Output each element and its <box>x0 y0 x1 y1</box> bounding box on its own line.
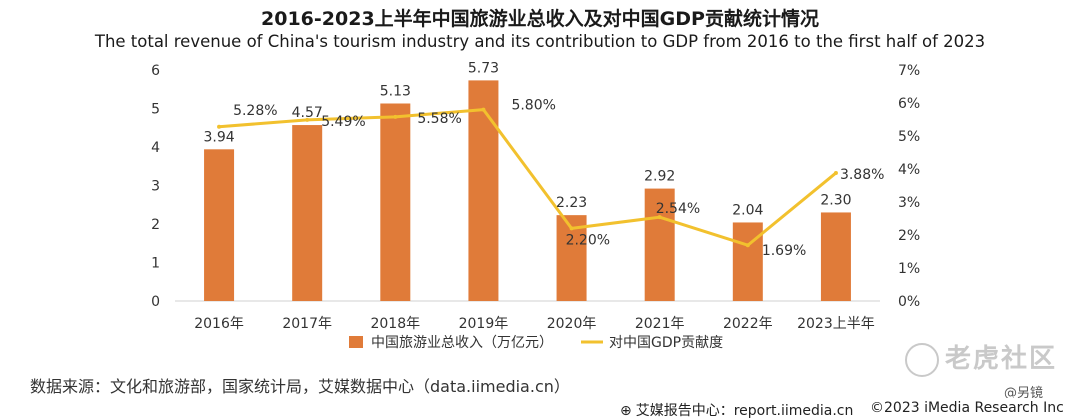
legend-bar-swatch <box>349 336 363 348</box>
y-left-tick-label: 5 <box>151 102 160 118</box>
x-tick-label: 2020年 <box>547 316 597 332</box>
watermark-text: 老虎社区 <box>945 344 1058 374</box>
bar-value-label: 3.94 <box>203 129 234 145</box>
bar-value-label: 2.30 <box>820 192 851 208</box>
combo-chart: 0 1 2 3 4 5 6 0% 1% 2% 3% 4% 5% 6% 7% 3.94 4.57 5.13 5.73 2… <box>151 60 920 351</box>
bar <box>204 149 235 301</box>
line-value-label: 5.28% <box>233 103 277 119</box>
legend-line-label: 对中国GDP贡献度 <box>609 335 723 351</box>
y-right-tick-label: 4% <box>898 162 920 178</box>
bar <box>380 103 411 302</box>
legend-bar-label: 中国旅游业总收入（万亿元） <box>371 335 553 351</box>
bar-value-label: 5.73 <box>468 60 499 76</box>
y-right-tick-label: 7% <box>898 63 920 79</box>
bar-value-label: 2.23 <box>556 195 587 211</box>
y-left-tick-label: 3 <box>151 179 160 195</box>
line-value-label: 2.20% <box>566 232 610 248</box>
x-tick-label: 2016年 <box>194 316 244 332</box>
y-right-tick-label: 3% <box>898 195 920 211</box>
bar-value-label: 4.57 <box>292 105 323 121</box>
bar-value-label: 5.13 <box>380 83 411 99</box>
x-tick-label: 2018年 <box>370 316 420 332</box>
chart-subtitle: The total revenue of China's tourism ind… <box>94 32 986 51</box>
line-point <box>393 114 398 119</box>
y-left-tick-label: 4 <box>151 140 160 156</box>
y-right-tick-label: 2% <box>898 228 920 244</box>
y-right-tick-label: 1% <box>898 261 920 277</box>
x-tick-label: 2021年 <box>635 316 685 332</box>
y-left-tick-label: 6 <box>151 63 160 79</box>
y-right-tick-label: 0% <box>898 294 920 310</box>
bar <box>644 188 675 301</box>
line-point <box>833 170 838 175</box>
y-left-tick-label: 2 <box>151 217 160 233</box>
line-point <box>305 117 310 122</box>
line-point <box>745 243 750 248</box>
bar <box>292 125 323 302</box>
y-right-tick-label: 5% <box>898 129 920 145</box>
line-point <box>481 107 486 112</box>
footer-report-site: ⊕ 艾媒报告中心：report.iimedia.cn <box>620 400 853 420</box>
x-tick-label: 2022年 <box>723 316 773 332</box>
footer-copyright: ©2023 iMedia Research Inc <box>870 400 1064 416</box>
line-point <box>569 226 574 231</box>
y-left-tick-label: 1 <box>151 256 160 272</box>
line-value-label: 1.69% <box>762 243 806 259</box>
reporter-handle: @另镜 <box>1004 386 1044 401</box>
gdp-contribution-line <box>218 108 837 247</box>
x-tick-label: 2017年 <box>282 316 332 332</box>
tiger-logo-icon <box>905 342 939 377</box>
bar-value-label: 2.92 <box>644 169 675 185</box>
bar-value-label: 2.04 <box>732 202 763 218</box>
globe-icon: ⊕ <box>620 403 632 419</box>
data-source-note: 数据来源：文化和旅游部，国家统计局，艾媒数据中心（data.iimedia.cn… <box>30 377 570 396</box>
line-value-label: 5.80% <box>511 98 555 114</box>
watermark: 老虎社区 <box>905 338 1057 377</box>
x-tick-label: 2019年 <box>459 316 509 332</box>
line-value-label: 5.58% <box>417 111 461 127</box>
line-point <box>217 124 222 129</box>
footer-left-text: 艾媒报告中心：report.iimedia.cn <box>635 403 854 419</box>
line-value-label: 2.54% <box>656 201 700 217</box>
bar <box>468 80 499 302</box>
y-right-tick-label: 6% <box>898 96 920 112</box>
bar <box>732 222 763 301</box>
x-tick-label: 2023上半年 <box>797 316 875 332</box>
line-point <box>657 215 662 220</box>
chart-title: 2016-2023上半年中国旅游业总收入及对中国GDP贡献统计情况 <box>261 8 819 30</box>
y-left-tick-label: 0 <box>151 294 160 310</box>
footer: ⊕ 艾媒报告中心：report.iimedia.cn ©2023 iMedia R… <box>0 398 1080 420</box>
line-value-label: 3.88% <box>840 167 884 183</box>
bar <box>820 212 851 301</box>
line-value-label: 5.49% <box>321 114 365 130</box>
